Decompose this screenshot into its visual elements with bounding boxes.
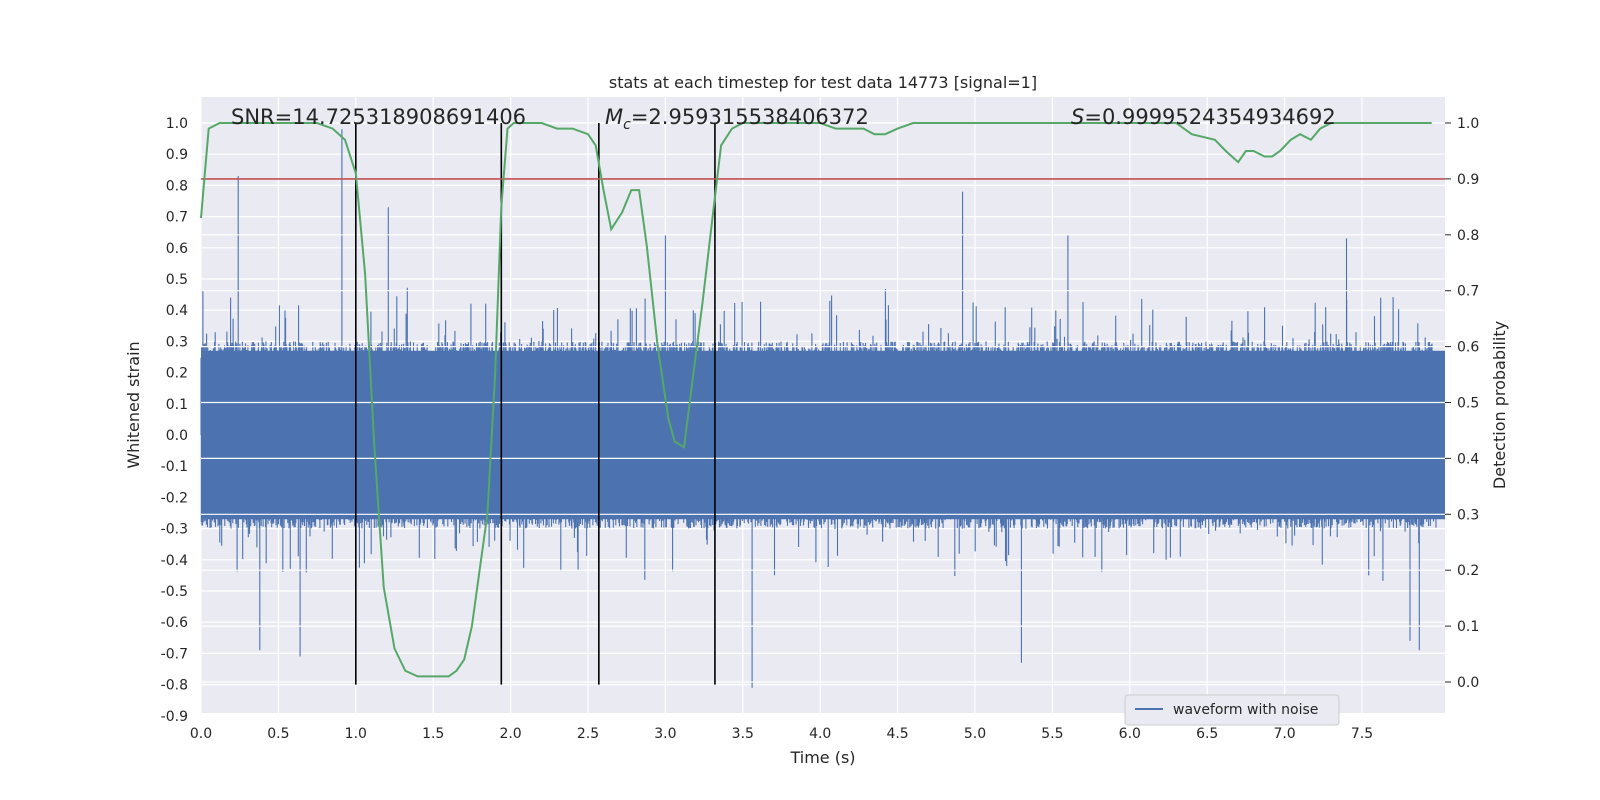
legend: waveform with noise	[1124, 694, 1340, 726]
y-tick-label-18: -0.8	[161, 678, 188, 694]
legend-box	[1124, 694, 1340, 726]
y2-tick-label-5: 0.5	[1457, 396, 1479, 412]
y2-tick-label-8: 0.2	[1457, 563, 1479, 579]
x-tick-label-6: 3.0	[654, 726, 676, 742]
annotation-snr: SNR=14.725318908691406	[231, 105, 526, 129]
annotation-chirp-mass-value: =2.959315538406372	[631, 105, 869, 129]
x-tick-label-8: 4.0	[809, 726, 831, 742]
detection-probability-series	[200, 122, 1432, 678]
y2-tick-label-9: 0.1	[1457, 619, 1479, 635]
y2-tick-label-0: 1.0	[1457, 116, 1479, 132]
y-tick-label-10: 0.0	[166, 428, 188, 444]
y2-tick-label-4: 0.6	[1457, 340, 1479, 356]
y-tick-label-1: 0.9	[166, 147, 188, 163]
x-tick-label-10: 5.0	[964, 726, 986, 742]
y-tick-label-3: 0.7	[166, 210, 188, 226]
x-axis-label: Time (s)	[789, 748, 855, 767]
y2-tick-label-3: 0.7	[1457, 284, 1479, 300]
y-tick-label-6: 0.4	[166, 303, 188, 319]
x-tick-label-15: 7.5	[1351, 726, 1373, 742]
x-tick-label-11: 5.5	[1041, 726, 1063, 742]
x-tick-label-14: 7.0	[1273, 726, 1295, 742]
y-tick-label-11: -0.1	[161, 459, 188, 475]
y-tick-label-13: -0.3	[161, 522, 188, 538]
waveform-with-noise-series	[200, 129, 1445, 688]
x-tick-labels: 0.0 0.5 1.0 1.5 2.0 2.5 3.0 3.5 4.0 4.5 5.0 5.5 6.0 6…	[190, 726, 1373, 742]
y2-axis-label: Detection probability	[1490, 321, 1509, 489]
chart-title: stats at each timestep for test data 147…	[609, 73, 1037, 92]
y2-tick-labels: 1.0 0.9 0.8 0.7 0.6 0.5 0.4 0.3 0.2 0.1 0.0	[1445, 116, 1479, 691]
y2-tick-label-7: 0.3	[1457, 507, 1479, 523]
y-tick-label-14: -0.4	[161, 553, 188, 569]
y-tick-label-16: -0.6	[161, 615, 188, 631]
x-tick-label-13: 6.5	[1196, 726, 1218, 742]
y-tick-labels: 1.0 0.9 0.8 0.7 0.6 0.5 0.4 0.3 0.2 0.1 0.0 -0.1 -0.…	[161, 116, 188, 725]
annotation-s-symbol: S	[1071, 105, 1084, 129]
waveform-trace	[200, 129, 1437, 688]
x-tick-label-3: 1.5	[422, 726, 444, 742]
y-tick-label-9: 0.1	[166, 397, 188, 413]
probability-line	[200, 122, 1432, 678]
annotation-chirp-mass: Mc=2.959315538406372	[605, 105, 869, 133]
y-tick-label-19: -0.9	[161, 709, 188, 725]
y-tick-label-2: 0.8	[166, 178, 188, 194]
annotation-chirp-mass-symbol: M	[605, 105, 623, 129]
y-tick-label-8: 0.2	[166, 366, 188, 382]
y2-tick-label-10: 0.0	[1457, 675, 1479, 691]
y-tick-label-0: 1.0	[166, 116, 188, 132]
y2-tick-label-6: 0.4	[1457, 451, 1479, 467]
y-tick-label-5: 0.5	[166, 272, 188, 288]
x-tick-label-9: 4.5	[886, 726, 908, 742]
x-tick-label-2: 1.0	[345, 726, 367, 742]
y2-tick-label-2: 0.8	[1457, 228, 1479, 244]
annotation-s: S=0.9999524354934692	[1071, 105, 1336, 129]
y-tick-label-12: -0.2	[161, 490, 188, 506]
y-axis-label: Whitened strain	[124, 341, 143, 468]
annotation-s-value: =0.9999524354934692	[1084, 105, 1335, 129]
x-tick-label-7: 3.5	[732, 726, 754, 742]
y-tick-label-17: -0.7	[161, 646, 188, 662]
x-tick-label-4: 2.0	[499, 726, 521, 742]
x-tick-label-1: 0.5	[267, 726, 289, 742]
legend-label-waveform: waveform with noise	[1173, 702, 1318, 718]
x-tick-label-12: 6.0	[1119, 726, 1141, 742]
y-tick-label-15: -0.5	[161, 584, 188, 600]
x-tick-label-5: 2.5	[577, 726, 599, 742]
x-tick-label-0: 0.0	[190, 726, 212, 742]
annotation-chirp-mass-subscript: c	[623, 117, 631, 133]
y2-tick-label-1: 0.9	[1457, 172, 1479, 188]
y-tick-label-7: 0.3	[166, 334, 188, 350]
y-tick-label-4: 0.6	[166, 241, 188, 257]
